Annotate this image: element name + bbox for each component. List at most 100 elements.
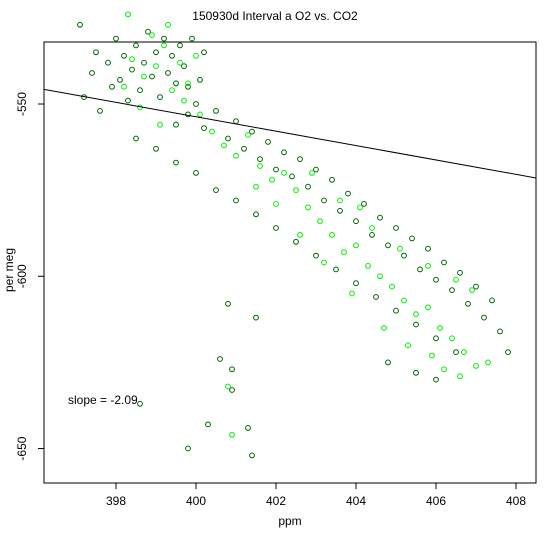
data-point xyxy=(433,335,439,342)
data-point xyxy=(273,201,279,207)
data-point xyxy=(497,328,503,335)
data-point xyxy=(197,111,203,118)
data-point xyxy=(385,242,391,249)
data-point xyxy=(257,163,263,169)
y-tick-label: -650 xyxy=(15,436,29,460)
data-point xyxy=(229,387,235,393)
data-point xyxy=(185,445,191,452)
data-point xyxy=(369,225,375,231)
data-point xyxy=(281,149,287,156)
data-point xyxy=(193,170,199,176)
data-point xyxy=(473,283,479,290)
data-point xyxy=(165,21,171,28)
data-point xyxy=(245,132,251,138)
data-point xyxy=(457,373,463,380)
data-point xyxy=(337,197,343,204)
data-point xyxy=(109,83,115,90)
data-point xyxy=(333,266,339,273)
data-point xyxy=(441,366,447,373)
data-point xyxy=(273,166,279,173)
data-point xyxy=(137,104,143,111)
data-point xyxy=(125,11,131,18)
data-point xyxy=(265,139,271,145)
data-point xyxy=(157,94,163,100)
data-point xyxy=(401,252,407,259)
data-point xyxy=(245,425,251,431)
data-point xyxy=(249,128,255,135)
data-point xyxy=(353,242,359,249)
data-point xyxy=(485,359,491,366)
data-point xyxy=(293,187,299,194)
data-point xyxy=(317,218,323,225)
data-point xyxy=(149,73,155,80)
data-point xyxy=(433,376,439,383)
data-point xyxy=(329,232,335,238)
data-point xyxy=(225,383,231,390)
data-point xyxy=(273,225,279,231)
data-point xyxy=(297,156,303,163)
data-point xyxy=(173,159,179,166)
data-point xyxy=(425,245,431,252)
y-axis: -550 -600 -650 xyxy=(15,92,44,461)
data-point xyxy=(229,366,235,373)
x-tick-label: 406 xyxy=(426,494,446,508)
data-point xyxy=(441,259,447,266)
data-point xyxy=(201,125,207,132)
data-point xyxy=(345,190,351,197)
x-axis: 398 400 402 404 406 408 xyxy=(106,483,526,508)
x-axis-title: ppm xyxy=(278,514,301,528)
data-point xyxy=(113,35,119,42)
data-point xyxy=(233,197,239,204)
data-point xyxy=(221,142,227,149)
data-point xyxy=(433,276,439,283)
data-point xyxy=(269,176,275,183)
data-point xyxy=(185,80,191,87)
data-point xyxy=(165,70,171,76)
data-point xyxy=(205,421,211,428)
data-point xyxy=(249,452,255,459)
chart-title: 150930d Interval a O2 vs. CO2 xyxy=(192,9,358,23)
data-point xyxy=(449,287,455,294)
data-points-layer xyxy=(77,11,511,459)
data-point xyxy=(233,152,239,159)
data-point xyxy=(453,349,459,356)
data-point xyxy=(425,304,431,311)
data-point xyxy=(409,235,415,242)
y-axis-title: per meg xyxy=(2,248,16,292)
data-point xyxy=(145,28,151,35)
data-point xyxy=(393,225,399,231)
data-point xyxy=(401,297,407,304)
y-tick-label: -600 xyxy=(15,264,29,288)
x-tick-label: 404 xyxy=(346,494,366,508)
data-point xyxy=(353,280,359,287)
data-point xyxy=(381,325,387,331)
data-point xyxy=(153,49,159,56)
data-point xyxy=(169,87,175,94)
data-point xyxy=(213,108,219,114)
x-tick-label: 400 xyxy=(186,494,206,508)
data-point xyxy=(197,77,203,83)
data-point xyxy=(489,297,495,304)
data-point xyxy=(361,201,367,207)
slope-annotation: slope = -2.09 xyxy=(68,393,138,407)
y-tick-label: -550 xyxy=(15,92,29,116)
data-point xyxy=(505,349,511,356)
data-point xyxy=(413,311,419,318)
data-point xyxy=(373,294,379,300)
data-point xyxy=(121,52,127,59)
data-point xyxy=(213,187,219,194)
data-point xyxy=(177,42,183,49)
data-point xyxy=(137,87,143,94)
data-point xyxy=(173,80,179,87)
data-point xyxy=(89,70,95,76)
data-point xyxy=(181,97,187,104)
data-point xyxy=(173,121,179,128)
x-tick-label: 402 xyxy=(266,494,286,508)
data-point xyxy=(425,263,431,269)
data-point xyxy=(129,56,135,63)
data-point xyxy=(149,32,155,38)
data-point xyxy=(305,204,311,211)
data-point xyxy=(337,207,343,214)
data-point xyxy=(305,183,311,190)
data-point xyxy=(217,356,223,362)
